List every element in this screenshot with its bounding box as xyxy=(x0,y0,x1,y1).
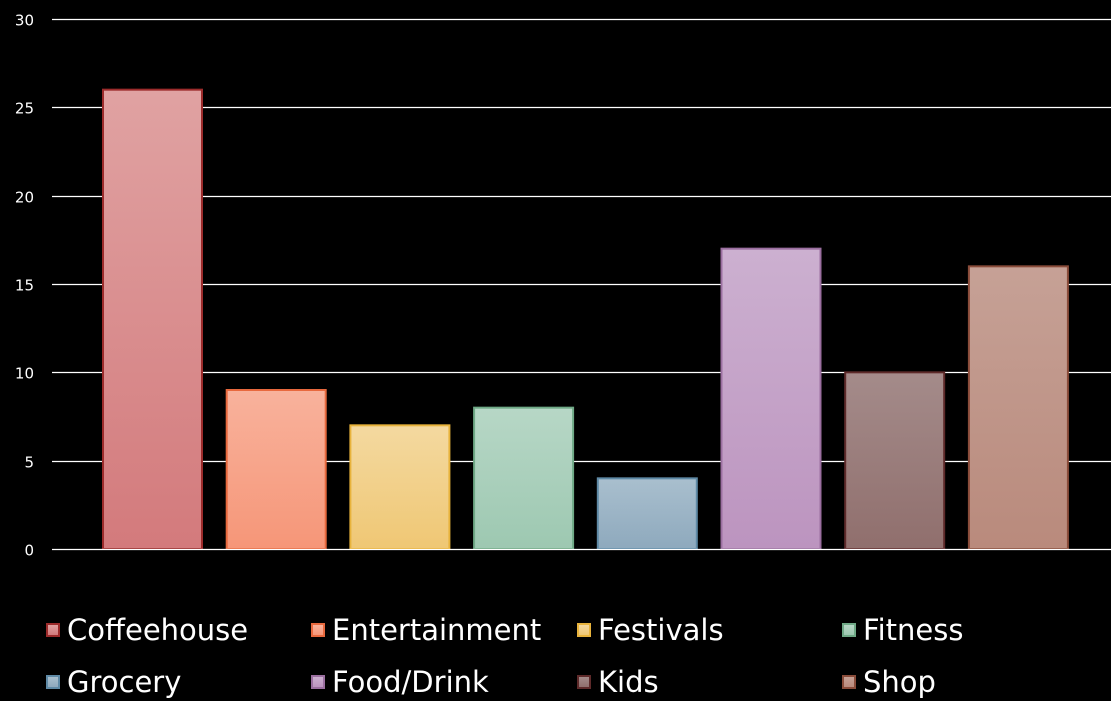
legend-label: Kids xyxy=(598,665,659,699)
legend-swatch xyxy=(46,675,60,689)
y-tick-label: 10 xyxy=(15,365,34,383)
legend-label: Shop xyxy=(863,665,936,699)
bar-coffeehouse xyxy=(102,88,203,551)
bar-fitness xyxy=(473,406,575,550)
y-tick-label: 5 xyxy=(24,454,34,472)
gridlines xyxy=(52,18,1111,463)
bar-grocery xyxy=(596,477,698,551)
bar-festivals xyxy=(349,424,451,551)
legend-item-festivals: Festivals xyxy=(577,610,724,650)
legend-item-coffeehouse: Coffeehouse xyxy=(46,610,248,650)
legend-item-food-drink: Food/Drink xyxy=(311,662,489,701)
legend-item-kids: Kids xyxy=(577,662,659,701)
bar-food-drink xyxy=(720,247,822,551)
y-tick-label: 0 xyxy=(24,542,34,560)
legend-swatch xyxy=(311,675,325,689)
legend-label: Food/Drink xyxy=(332,665,489,699)
legend-swatch xyxy=(842,623,856,637)
legend-swatch xyxy=(577,623,591,637)
y-tick-label: 15 xyxy=(15,277,34,295)
bars xyxy=(102,88,1069,551)
legend-label: Festivals xyxy=(598,613,724,647)
legend-item-entertainment: Entertainment xyxy=(311,610,541,650)
bar-kids xyxy=(844,371,946,551)
legend: Coffeehouse Entertainment Festivals Fitness… xyxy=(0,600,1111,701)
legend-label: Entertainment xyxy=(332,613,542,647)
y-tick-label: 20 xyxy=(15,189,34,207)
bar-chart: 0 5 10 15 20 25 30 xyxy=(15,12,1111,560)
legend-swatch xyxy=(311,623,325,637)
legend-swatch xyxy=(577,675,591,689)
legend-item-grocery: Grocery xyxy=(46,662,181,701)
y-tick-label: 25 xyxy=(15,100,34,118)
legend-item-shop: Shop xyxy=(842,662,936,701)
y-tick-label: 30 xyxy=(15,12,34,30)
bar-shop xyxy=(967,265,1069,550)
legend-item-fitness: Fitness xyxy=(842,610,963,650)
legend-label: Fitness xyxy=(863,613,964,647)
bar-entertainment xyxy=(225,389,327,550)
legend-swatch xyxy=(46,623,60,637)
legend-label: Grocery xyxy=(67,665,182,699)
legend-swatch xyxy=(842,675,856,689)
y-axis-tick-labels: 0 5 10 15 20 25 30 xyxy=(15,12,34,560)
legend-label: Coffeehouse xyxy=(67,613,249,647)
